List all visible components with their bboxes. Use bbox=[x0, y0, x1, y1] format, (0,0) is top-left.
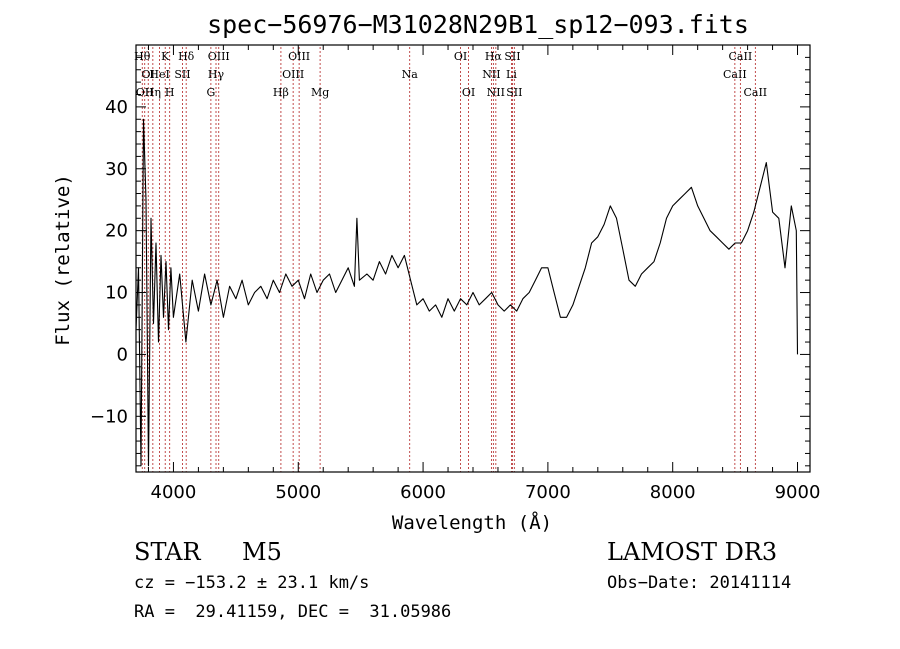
object-class: STAR bbox=[134, 538, 201, 566]
line-label-27: CaII bbox=[743, 86, 767, 99]
line-label-17: OI bbox=[454, 50, 467, 63]
y-axis-label: Flux (relative) bbox=[52, 174, 74, 346]
line-label-23: SII bbox=[504, 50, 520, 63]
line-label-1: OII bbox=[136, 86, 154, 99]
y-tick-label-1: 0 bbox=[117, 344, 128, 365]
spectral-line-markers bbox=[141, 47, 756, 472]
y-axis: −10 0 10 20 30 40 bbox=[90, 56, 810, 467]
line-label-10: Hγ bbox=[208, 68, 225, 81]
coordinates-text: RA = 29.41159, DEC = 31.05986 bbox=[134, 602, 452, 622]
x-tick-label-5: 9000 bbox=[775, 482, 821, 503]
line-label-12: Hβ bbox=[273, 86, 289, 99]
spectrum-line bbox=[135, 118, 799, 467]
line-label-5: K bbox=[161, 50, 170, 63]
line-label-22: Li bbox=[506, 68, 517, 81]
line-label-18: OI bbox=[462, 86, 475, 99]
chart-title: spec−56976−M31028N29B1_sp12−093.fits bbox=[207, 10, 749, 39]
line-label-15: Mg bbox=[311, 86, 329, 99]
obs-date-text: Obs−Date: 20141114 bbox=[607, 573, 792, 593]
line-label-16: Na bbox=[402, 68, 419, 81]
line-label-8: Hδ bbox=[178, 50, 195, 63]
line-label-19: NII bbox=[482, 68, 500, 81]
line-label-26: CaII bbox=[729, 50, 753, 63]
line-label-6: H bbox=[165, 86, 175, 99]
plot-frame bbox=[135, 44, 811, 473]
x-tick-label-1: 5000 bbox=[275, 482, 321, 503]
line-label-9: G bbox=[206, 86, 215, 99]
y-tick-label-5: 40 bbox=[105, 97, 128, 118]
x-tick-label-0: 4000 bbox=[151, 482, 197, 503]
line-label-11: OIII bbox=[208, 50, 230, 63]
spectral-line-labels: Hθ OII OI Hη HeI K H SII Hδ G Hγ OIII Hβ OIII OIII Mg Na… bbox=[134, 50, 767, 99]
line-label-2: OI bbox=[142, 68, 155, 81]
x-tick-label-3: 7000 bbox=[525, 482, 571, 503]
y-tick-label-0: −10 bbox=[90, 406, 128, 427]
x-axis: 4000 5000 6000 7000 8000 9000 bbox=[147, 45, 821, 503]
line-label-14: OIII bbox=[288, 50, 310, 63]
line-label-0: Hθ bbox=[134, 50, 151, 63]
survey-name: LAMOST DR3 bbox=[607, 538, 778, 566]
line-label-25: CaII bbox=[723, 68, 747, 81]
y-tick-label-2: 10 bbox=[105, 283, 128, 304]
line-label-20: Hα bbox=[485, 50, 503, 63]
y-tick-label-4: 30 bbox=[105, 159, 128, 180]
object-subclass: M5 bbox=[242, 538, 282, 566]
y-tick-label-3: 20 bbox=[105, 221, 128, 242]
x-tick-label-2: 6000 bbox=[400, 482, 446, 503]
line-label-4: HeI bbox=[149, 68, 169, 81]
line-label-3: Hη bbox=[145, 86, 161, 99]
line-label-21: NII bbox=[487, 86, 505, 99]
x-tick-label-4: 8000 bbox=[650, 482, 696, 503]
x-axis-label: Wavelength (Å) bbox=[392, 511, 552, 534]
line-label-13: OIII bbox=[282, 68, 304, 81]
line-label-24: SII bbox=[506, 86, 522, 99]
redshift-text: cz = −153.2 ± 23.1 km/s bbox=[134, 573, 370, 593]
line-label-7: SII bbox=[174, 68, 190, 81]
